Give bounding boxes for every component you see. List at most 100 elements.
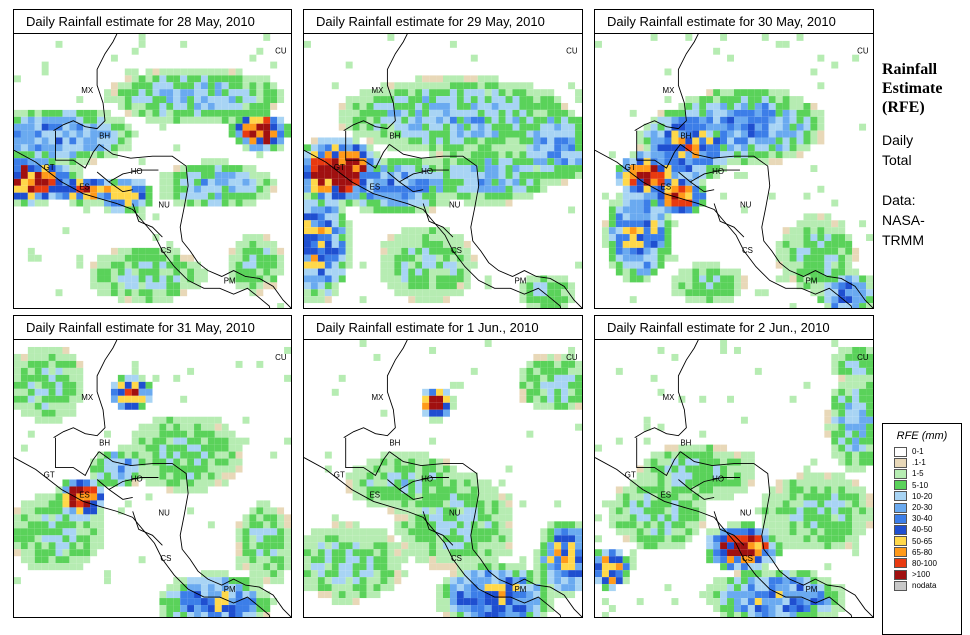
- panel-title: Daily Rainfall estimate for 1 Jun., 2010: [304, 316, 582, 340]
- country-label: PM: [805, 276, 817, 285]
- rainfall-field: MX BH GT HO ES NU CS PM CU: [14, 34, 291, 308]
- rainfall-map: MX BH GT HO ES NU CS PM CU: [304, 34, 582, 308]
- country-label: CS: [160, 246, 171, 255]
- legend-swatch: [894, 513, 907, 524]
- country-label: GT: [334, 470, 345, 479]
- legend-swatch: [894, 502, 907, 513]
- data-line: Data:: [882, 192, 916, 208]
- country-label: BH: [389, 439, 400, 448]
- panel-title: Daily Rainfall estimate for 2 Jun., 2010: [595, 316, 873, 340]
- legend-item: 65-80: [894, 547, 961, 558]
- legend-swatch: [894, 524, 907, 535]
- country-label: MX: [663, 393, 676, 402]
- legend-label: 30-40: [912, 514, 933, 524]
- country-label: CS: [742, 554, 753, 563]
- legend-label: 10-20: [912, 491, 933, 501]
- legend-item: 5-10: [894, 480, 961, 491]
- country-label: HO: [421, 167, 433, 176]
- legend-label: 65-80: [912, 547, 933, 557]
- legend-label: 1-5: [912, 469, 924, 479]
- country-label: BH: [99, 439, 110, 448]
- data-source-label: Data: NASA- TRMM: [882, 190, 925, 250]
- legend-swatch: [894, 580, 907, 591]
- country-label: BH: [99, 131, 110, 140]
- country-label: ES: [661, 183, 672, 192]
- rainfall-field: MX BH GT HO ES NU CS PM CU: [14, 340, 291, 617]
- legend-item: 0-1: [894, 446, 961, 457]
- panel-title: Daily Rainfall estimate for 31 May, 2010: [14, 316, 291, 340]
- country-label: HO: [421, 474, 433, 483]
- daily-line: Total: [882, 152, 912, 168]
- country-label: CU: [275, 47, 287, 56]
- side-title-line: Estimate: [882, 80, 943, 97]
- legend-item: 1-5: [894, 468, 961, 479]
- data-line: NASA-: [882, 212, 925, 228]
- legend-item: 80-100: [894, 558, 961, 569]
- legend-item: .1-1: [894, 457, 961, 468]
- country-label: MX: [81, 393, 94, 402]
- country-label: CU: [566, 353, 578, 362]
- map-panel-2-jun: Daily Rainfall estimate for 2 Jun., 2010…: [594, 315, 874, 618]
- legend-label: 5-10: [912, 480, 929, 490]
- rainfall-field: MX BH GT HO ES NU CS PM CU: [595, 340, 873, 617]
- country-label: CU: [566, 47, 578, 56]
- country-label: PM: [224, 276, 236, 285]
- legend-label: >100: [912, 570, 931, 580]
- legend-title: RFE (mm): [896, 430, 948, 442]
- country-label: ES: [370, 490, 381, 499]
- country-label: BH: [389, 132, 400, 141]
- rainfall-map: MX BH GT HO ES NU CS PM CU: [14, 34, 291, 308]
- legend-swatch: [894, 480, 907, 491]
- legend-label: 20-30: [912, 503, 933, 513]
- legend-swatch: [894, 536, 907, 547]
- legend-item: nodata: [894, 580, 961, 591]
- country-label: NU: [158, 200, 170, 209]
- legend-label: 40-50: [912, 525, 933, 535]
- legend-item: 20-30: [894, 502, 961, 513]
- daily-total-label: Daily Total: [882, 130, 913, 170]
- legend-swatch: [894, 558, 907, 569]
- country-label: GT: [334, 163, 345, 172]
- country-label: CS: [160, 554, 171, 563]
- country-label: GT: [625, 470, 636, 479]
- country-label: GT: [44, 470, 55, 479]
- country-label: HO: [712, 474, 724, 483]
- legend-swatch: [894, 569, 907, 580]
- legend-swatch: [894, 457, 907, 468]
- map-panel-1-jun: Daily Rainfall estimate for 1 Jun., 2010…: [303, 315, 583, 618]
- legend-swatch: [894, 446, 907, 457]
- country-label: NU: [740, 508, 752, 517]
- legend-item: >100: [894, 569, 961, 580]
- country-label: MX: [372, 86, 385, 95]
- country-label: CS: [742, 246, 753, 255]
- legend-swatch: [894, 491, 907, 502]
- country-label: NU: [740, 200, 752, 209]
- rainfall-map: MX BH GT HO ES NU CS PM CU: [595, 340, 873, 617]
- country-label: GT: [625, 163, 636, 172]
- country-label: PM: [514, 276, 526, 285]
- map-panel-29-may: Daily Rainfall estimate for 29 May, 2010…: [303, 9, 583, 309]
- rfe-legend: RFE (mm) 0-1.1-1 1-5 5-10 10-20 20-30 30-40 40…: [882, 423, 962, 635]
- legend-swatch: [894, 468, 907, 479]
- country-label: NU: [449, 200, 461, 209]
- country-label: CS: [451, 246, 462, 255]
- side-title: Rainfall Estimate (RFE): [882, 60, 942, 117]
- legend-swatch: [894, 547, 907, 558]
- country-label: PM: [805, 585, 817, 594]
- country-label: PM: [224, 585, 236, 594]
- country-label: ES: [661, 490, 672, 499]
- rainfall-field: MX BH GT HO ES NU CS PM CU: [595, 34, 873, 308]
- side-title-line: Rainfall: [882, 61, 938, 78]
- map-panel-31-may: Daily Rainfall estimate for 31 May, 2010…: [13, 315, 292, 618]
- country-label: PM: [514, 585, 526, 594]
- daily-line: Daily: [882, 132, 914, 148]
- legend-item: 50-65: [894, 536, 961, 547]
- legend-label: 0-1: [912, 447, 924, 457]
- legend-label: 80-100: [912, 558, 937, 568]
- country-label: MX: [663, 86, 676, 95]
- country-label: NU: [449, 508, 461, 517]
- country-label: HO: [712, 167, 724, 176]
- country-label: ES: [79, 490, 90, 499]
- country-label: CU: [857, 353, 869, 362]
- rainfall-map: MX BH GT HO ES NU CS PM CU: [304, 340, 582, 617]
